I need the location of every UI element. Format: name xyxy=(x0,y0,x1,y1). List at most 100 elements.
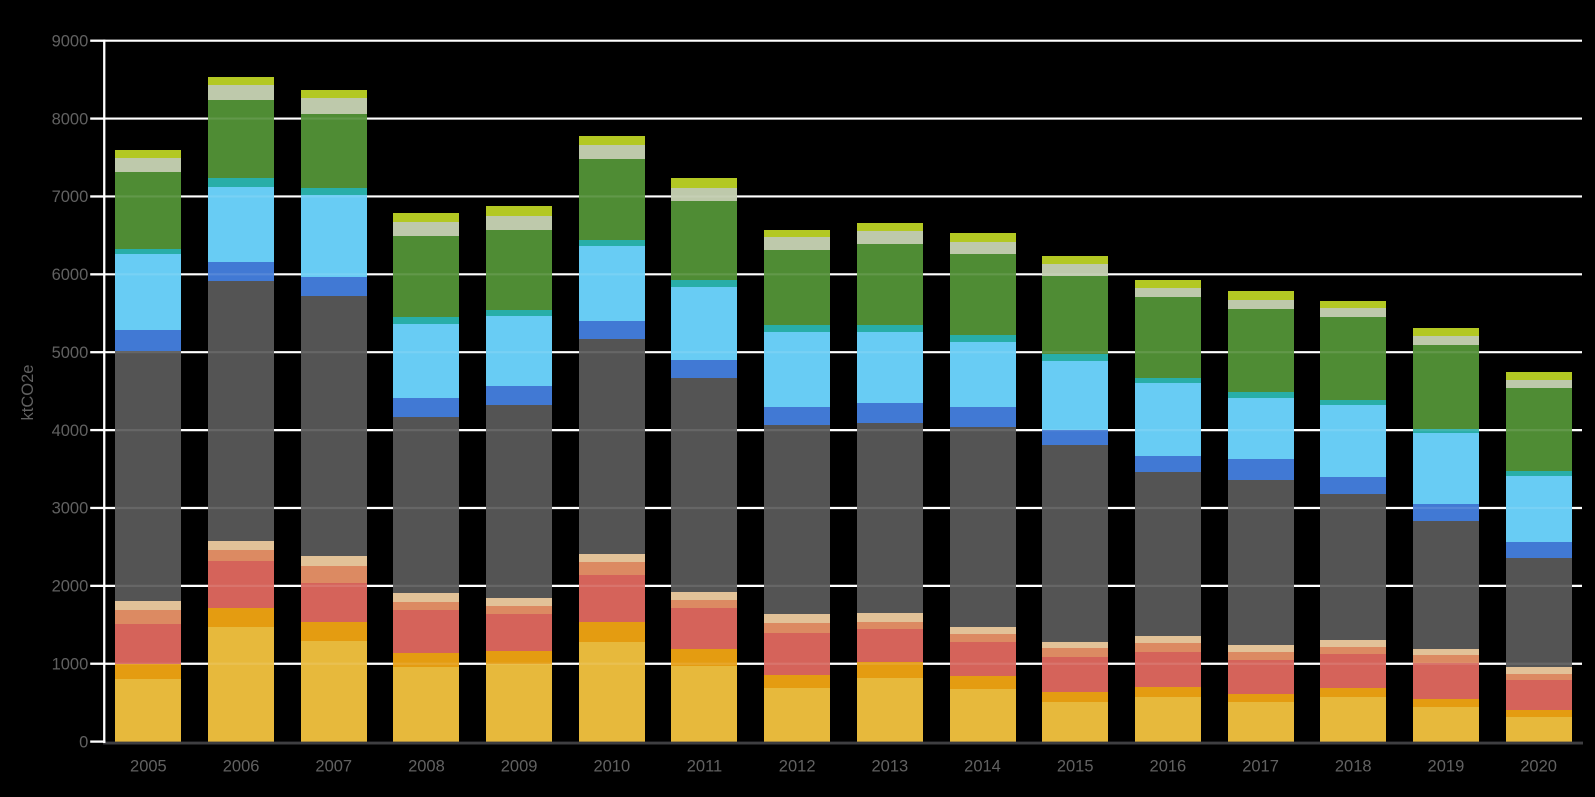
bar-segment-2015-royal-blue[interactable] xyxy=(1042,430,1108,445)
bar-segment-2006-teal[interactable] xyxy=(208,178,274,187)
bar-segment-2016-yellow-green[interactable] xyxy=(1135,280,1201,288)
bar-segment-2007-royal-blue[interactable] xyxy=(301,277,367,296)
bar-segment-2016-red[interactable] xyxy=(1135,652,1201,687)
bar-segment-2011-yellow-green[interactable] xyxy=(671,178,737,188)
bar-segment-2005-dark-orange[interactable] xyxy=(115,664,181,679)
bar-segment-2018-yellow-green[interactable] xyxy=(1320,301,1386,308)
bar-segment-2007-green[interactable] xyxy=(301,114,367,188)
bar-segment-2013-sky-blue[interactable] xyxy=(857,332,923,403)
bar-segment-2008-salmon[interactable] xyxy=(393,602,459,610)
bar-segment-2014-royal-blue[interactable] xyxy=(950,407,1016,427)
bar-segment-2006-gold[interactable] xyxy=(208,627,274,742)
bar-segment-2007-tan[interactable] xyxy=(301,556,367,566)
bar-segment-2020-red[interactable] xyxy=(1506,680,1572,710)
bar-segment-2011-sky-blue[interactable] xyxy=(671,287,737,360)
bar-segment-2007-dark-gray[interactable] xyxy=(301,296,367,556)
bar-segment-2012-dark-gray[interactable] xyxy=(764,425,830,614)
bar-segment-2015-teal[interactable] xyxy=(1042,354,1108,361)
bar-segment-2005-royal-blue[interactable] xyxy=(115,330,181,351)
bar-segment-2015-gold[interactable] xyxy=(1042,702,1108,742)
bar-segment-2012-sky-blue[interactable] xyxy=(764,332,830,407)
bar-segment-2007-dark-orange[interactable] xyxy=(301,622,367,641)
bar-segment-2009-teal[interactable] xyxy=(486,310,552,316)
bar-segment-2010-salmon[interactable] xyxy=(579,562,645,575)
bar-segment-2017-teal[interactable] xyxy=(1228,392,1294,398)
bar-segment-2019-gold[interactable] xyxy=(1413,707,1479,742)
bar-segment-2020-teal[interactable] xyxy=(1506,471,1572,476)
bar-segment-2008-red[interactable] xyxy=(393,610,459,653)
bar-segment-2017-green[interactable] xyxy=(1228,309,1294,392)
bar-segment-2006-yellow-green[interactable] xyxy=(208,77,274,85)
bar-segment-2009-tan[interactable] xyxy=(486,598,552,606)
bar-segment-2010-sky-blue[interactable] xyxy=(579,246,645,321)
bar-segment-2020-tan[interactable] xyxy=(1506,667,1572,674)
bar-segment-2020-yellow-green[interactable] xyxy=(1506,372,1572,380)
bar-segment-2018-sky-blue[interactable] xyxy=(1320,405,1386,477)
bar-segment-2010-yellow-green[interactable] xyxy=(579,136,645,145)
bar-segment-2005-sky-blue[interactable] xyxy=(115,254,181,330)
bar-segment-2018-tan[interactable] xyxy=(1320,640,1386,647)
bar-segment-2015-tan[interactable] xyxy=(1042,642,1108,648)
bar-segment-2007-yellow-green[interactable] xyxy=(301,90,367,98)
bar-segment-2019-red[interactable] xyxy=(1413,663,1479,699)
bar-segment-2013-sage[interactable] xyxy=(857,231,923,244)
bar-segment-2016-salmon[interactable] xyxy=(1135,643,1201,652)
bar-segment-2005-sage[interactable] xyxy=(115,158,181,172)
bar-segment-2014-dark-gray[interactable] xyxy=(950,427,1016,627)
bar-segment-2018-dark-gray[interactable] xyxy=(1320,494,1386,640)
bar-segment-2015-green[interactable] xyxy=(1042,276,1108,354)
bar-segment-2006-royal-blue[interactable] xyxy=(208,262,274,281)
bar-segment-2006-green[interactable] xyxy=(208,100,274,178)
bar-segment-2019-yellow-green[interactable] xyxy=(1413,328,1479,336)
bar-segment-2017-dark-orange[interactable] xyxy=(1228,694,1294,702)
bar-segment-2020-salmon[interactable] xyxy=(1506,674,1572,680)
bar-segment-2020-royal-blue[interactable] xyxy=(1506,542,1572,558)
bar-segment-2014-green[interactable] xyxy=(950,254,1016,335)
bar-segment-2005-salmon[interactable] xyxy=(115,610,181,624)
bar-segment-2012-royal-blue[interactable] xyxy=(764,407,830,425)
bar-segment-2017-gold[interactable] xyxy=(1228,702,1294,742)
bar-segment-2016-teal[interactable] xyxy=(1135,378,1201,383)
bar-segment-2009-royal-blue[interactable] xyxy=(486,386,552,405)
bar-segment-2014-sage[interactable] xyxy=(950,242,1016,254)
bar-segment-2014-red[interactable] xyxy=(950,642,1016,676)
bar-segment-2008-dark-orange[interactable] xyxy=(393,653,459,667)
bar-segment-2010-royal-blue[interactable] xyxy=(579,321,645,339)
bar-segment-2006-dark-gray[interactable] xyxy=(208,281,274,541)
bar-segment-2018-salmon[interactable] xyxy=(1320,647,1386,654)
bar-segment-2008-dark-gray[interactable] xyxy=(393,417,459,593)
bar-segment-2015-yellow-green[interactable] xyxy=(1042,256,1108,264)
bar-segment-2011-royal-blue[interactable] xyxy=(671,360,737,378)
bar-segment-2020-gold[interactable] xyxy=(1506,717,1572,742)
bar-segment-2009-dark-orange[interactable] xyxy=(486,651,552,664)
bar-segment-2019-sky-blue[interactable] xyxy=(1413,433,1479,504)
bar-segment-2017-red[interactable] xyxy=(1228,660,1294,694)
bar-segment-2008-sage[interactable] xyxy=(393,222,459,236)
bar-segment-2006-sky-blue[interactable] xyxy=(208,187,274,262)
bar-segment-2019-salmon[interactable] xyxy=(1413,655,1479,663)
bar-segment-2010-gold[interactable] xyxy=(579,642,645,742)
bar-segment-2012-dark-orange[interactable] xyxy=(764,675,830,688)
bar-segment-2014-sky-blue[interactable] xyxy=(950,342,1016,407)
bar-segment-2012-red[interactable] xyxy=(764,633,830,675)
bar-segment-2012-salmon[interactable] xyxy=(764,623,830,633)
bar-segment-2009-dark-gray[interactable] xyxy=(486,405,552,598)
bar-segment-2011-green[interactable] xyxy=(671,201,737,280)
bar-segment-2012-yellow-green[interactable] xyxy=(764,230,830,237)
bar-segment-2015-salmon[interactable] xyxy=(1042,648,1108,657)
bar-segment-2008-teal[interactable] xyxy=(393,317,459,324)
bar-segment-2018-royal-blue[interactable] xyxy=(1320,477,1386,494)
bar-segment-2009-sky-blue[interactable] xyxy=(486,316,552,386)
bar-segment-2008-gold[interactable] xyxy=(393,667,459,742)
bar-segment-2019-royal-blue[interactable] xyxy=(1413,504,1479,521)
bar-segment-2012-teal[interactable] xyxy=(764,325,830,332)
bar-segment-2013-dark-orange[interactable] xyxy=(857,662,923,678)
bar-segment-2019-green[interactable] xyxy=(1413,345,1479,429)
bar-segment-2012-sage[interactable] xyxy=(764,237,830,250)
bar-segment-2016-dark-orange[interactable] xyxy=(1135,687,1201,697)
bar-segment-2005-green[interactable] xyxy=(115,172,181,249)
bar-segment-2005-gold[interactable] xyxy=(115,679,181,742)
bar-segment-2016-gold[interactable] xyxy=(1135,697,1201,742)
bar-segment-2005-dark-gray[interactable] xyxy=(115,351,181,601)
bar-segment-2013-green[interactable] xyxy=(857,244,923,325)
